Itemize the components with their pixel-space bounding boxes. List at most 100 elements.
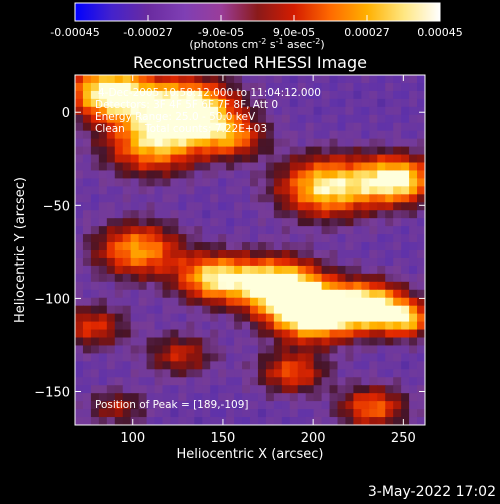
heatmap-cell: [329, 98, 339, 108]
heatmap-cell: [345, 234, 354, 243]
heatmap-cell: [265, 194, 275, 203]
heatmap-cell: [114, 130, 124, 140]
heatmap-cell: [321, 297, 331, 307]
heatmap-cell: [401, 75, 410, 84]
heatmap-cell: [289, 353, 299, 362]
heatmap-cell: [417, 377, 425, 386]
heatmap-cell: [305, 98, 315, 108]
heatmap-cell: [146, 154, 156, 164]
heatmap-cell: [98, 409, 108, 418]
heatmap-cell: [234, 297, 243, 307]
heatmap-cell: [226, 329, 235, 339]
heatmap-cell: [138, 353, 148, 362]
heatmap-cell: [162, 218, 172, 227]
heatmap-cell: [305, 75, 315, 84]
heatmap-cell: [226, 369, 235, 378]
heatmap-cell: [178, 289, 187, 299]
heatmap-cell: [289, 75, 299, 84]
heatmap-cell: [106, 250, 116, 259]
heatmap-cell: [138, 122, 148, 132]
heatmap-cell: [122, 114, 132, 124]
heatmap-cell: [162, 130, 172, 140]
heatmap-cell: [361, 377, 370, 386]
heatmap-cell: [369, 289, 378, 299]
heatmap-cell: [218, 257, 227, 267]
heatmap-cell: [210, 122, 219, 132]
heatmap-cell: [369, 138, 378, 148]
heatmap-cell: [250, 210, 259, 219]
heatmap-cell: [417, 98, 425, 108]
heatmap-cell: [82, 313, 92, 323]
heatmap-cell: [345, 154, 354, 164]
heatmap-cell: [281, 361, 291, 370]
heatmap-cell: [162, 234, 172, 243]
heatmap-cell: [345, 114, 354, 124]
heatmap-cell: [250, 186, 259, 195]
heatmap-cell: [75, 393, 84, 402]
heatmap-cell: [242, 417, 251, 425]
heatmap-cell: [170, 337, 179, 347]
heatmap-cell: [401, 273, 410, 283]
heatmap-cell: [146, 273, 156, 283]
heatmap-cell: [154, 417, 164, 425]
heatmap-cell: [393, 409, 402, 418]
heatmap-cell: [257, 337, 267, 347]
heatmap-cell: [409, 345, 418, 354]
heatmap-cell: [234, 218, 243, 227]
heatmap-cell: [321, 369, 331, 378]
heatmap-cell: [98, 234, 108, 243]
heatmap-cell: [273, 194, 283, 203]
heatmap-cell: [122, 98, 132, 108]
colorbar-ticks: -0.00045 -0.00027 -9.0e-05 9.0e-05 0.00027 0.…: [50, 15, 463, 39]
heatmap-cell: [305, 273, 315, 283]
heatmap-cell: [257, 202, 267, 211]
heatmap-cell: [321, 337, 331, 347]
heatmap-cell: [321, 385, 331, 394]
heatmap-cell: [146, 377, 156, 386]
heatmap-cell: [265, 305, 275, 315]
heatmap-cell: [401, 170, 410, 179]
heatmap-cell: [146, 226, 156, 235]
heatmap-cell: [170, 210, 179, 219]
heatmap-cell: [210, 393, 219, 402]
heatmap-cell: [265, 361, 275, 370]
heatmap-cell: [218, 162, 227, 172]
heatmap-cell: [305, 353, 315, 362]
colorbar-units: (photons cm-2 s-1 asec-2): [189, 37, 324, 51]
heatmap-cell: [417, 130, 425, 140]
heatmap-cell: [377, 289, 386, 299]
heatmap-cell: [154, 377, 164, 386]
heatmap-cell: [186, 234, 195, 243]
heatmap-cell: [106, 369, 116, 378]
heatmap-cell: [385, 146, 394, 156]
heatmap-cell: [369, 170, 378, 179]
heatmap-cell: [313, 146, 323, 156]
heatmap-cell: [234, 178, 243, 187]
heatmap-cell: [361, 250, 370, 259]
heatmap-cell: [250, 385, 259, 394]
heatmap-cell: [138, 130, 148, 140]
heatmap-cell: [345, 321, 354, 331]
heatmap-cell: [162, 345, 172, 354]
heatmap-cell: [369, 417, 378, 425]
heatmap-cell: [202, 162, 211, 172]
heatmap-cell: [305, 202, 315, 211]
heatmap-cell: [377, 170, 386, 179]
heatmap-cell: [114, 90, 124, 100]
heatmap-cell: [154, 90, 164, 100]
heatmap-cell: [417, 186, 425, 195]
heatmap-cell: [337, 146, 347, 156]
heatmap-cell: [250, 297, 259, 307]
heatmap-cell: [250, 401, 259, 410]
heatmap-cell: [313, 98, 323, 108]
heatmap-cell: [250, 194, 259, 203]
heatmap-cell: [90, 265, 100, 275]
heatmap-cell: [393, 178, 402, 187]
heatmap-cell: [114, 82, 124, 92]
heatmap-cell: [297, 289, 307, 299]
heatmap-cell: [178, 90, 187, 100]
heatmap-cell: [146, 321, 156, 331]
heatmap-cell: [162, 417, 172, 425]
heatmap-cell: [345, 297, 354, 307]
heatmap-cell: [194, 289, 203, 299]
